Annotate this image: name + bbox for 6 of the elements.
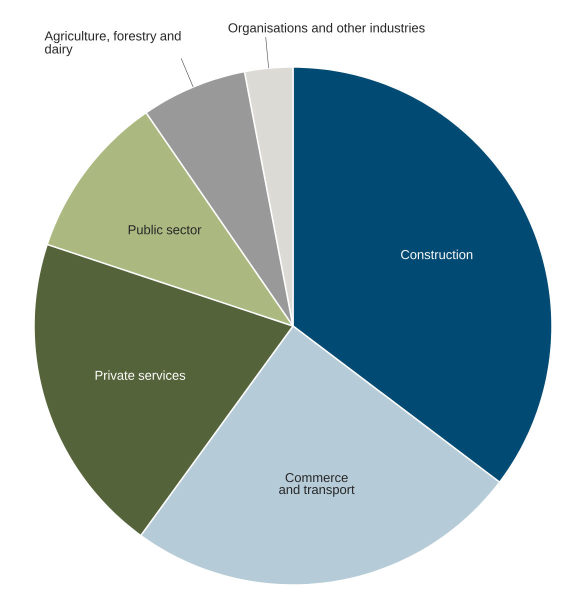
slice-label: Commerce and transport <box>279 473 355 497</box>
slice-label: Private services <box>96 370 186 380</box>
slice-label: Organisations and other industries <box>228 22 425 36</box>
slice-label: Public sector <box>128 224 202 234</box>
slice-label: Construction <box>401 250 472 260</box>
slice-label: Agriculture, forestry and dairy <box>44 31 181 56</box>
